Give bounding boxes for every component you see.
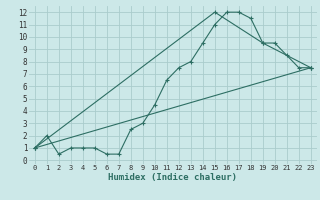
X-axis label: Humidex (Indice chaleur): Humidex (Indice chaleur) <box>108 173 237 182</box>
